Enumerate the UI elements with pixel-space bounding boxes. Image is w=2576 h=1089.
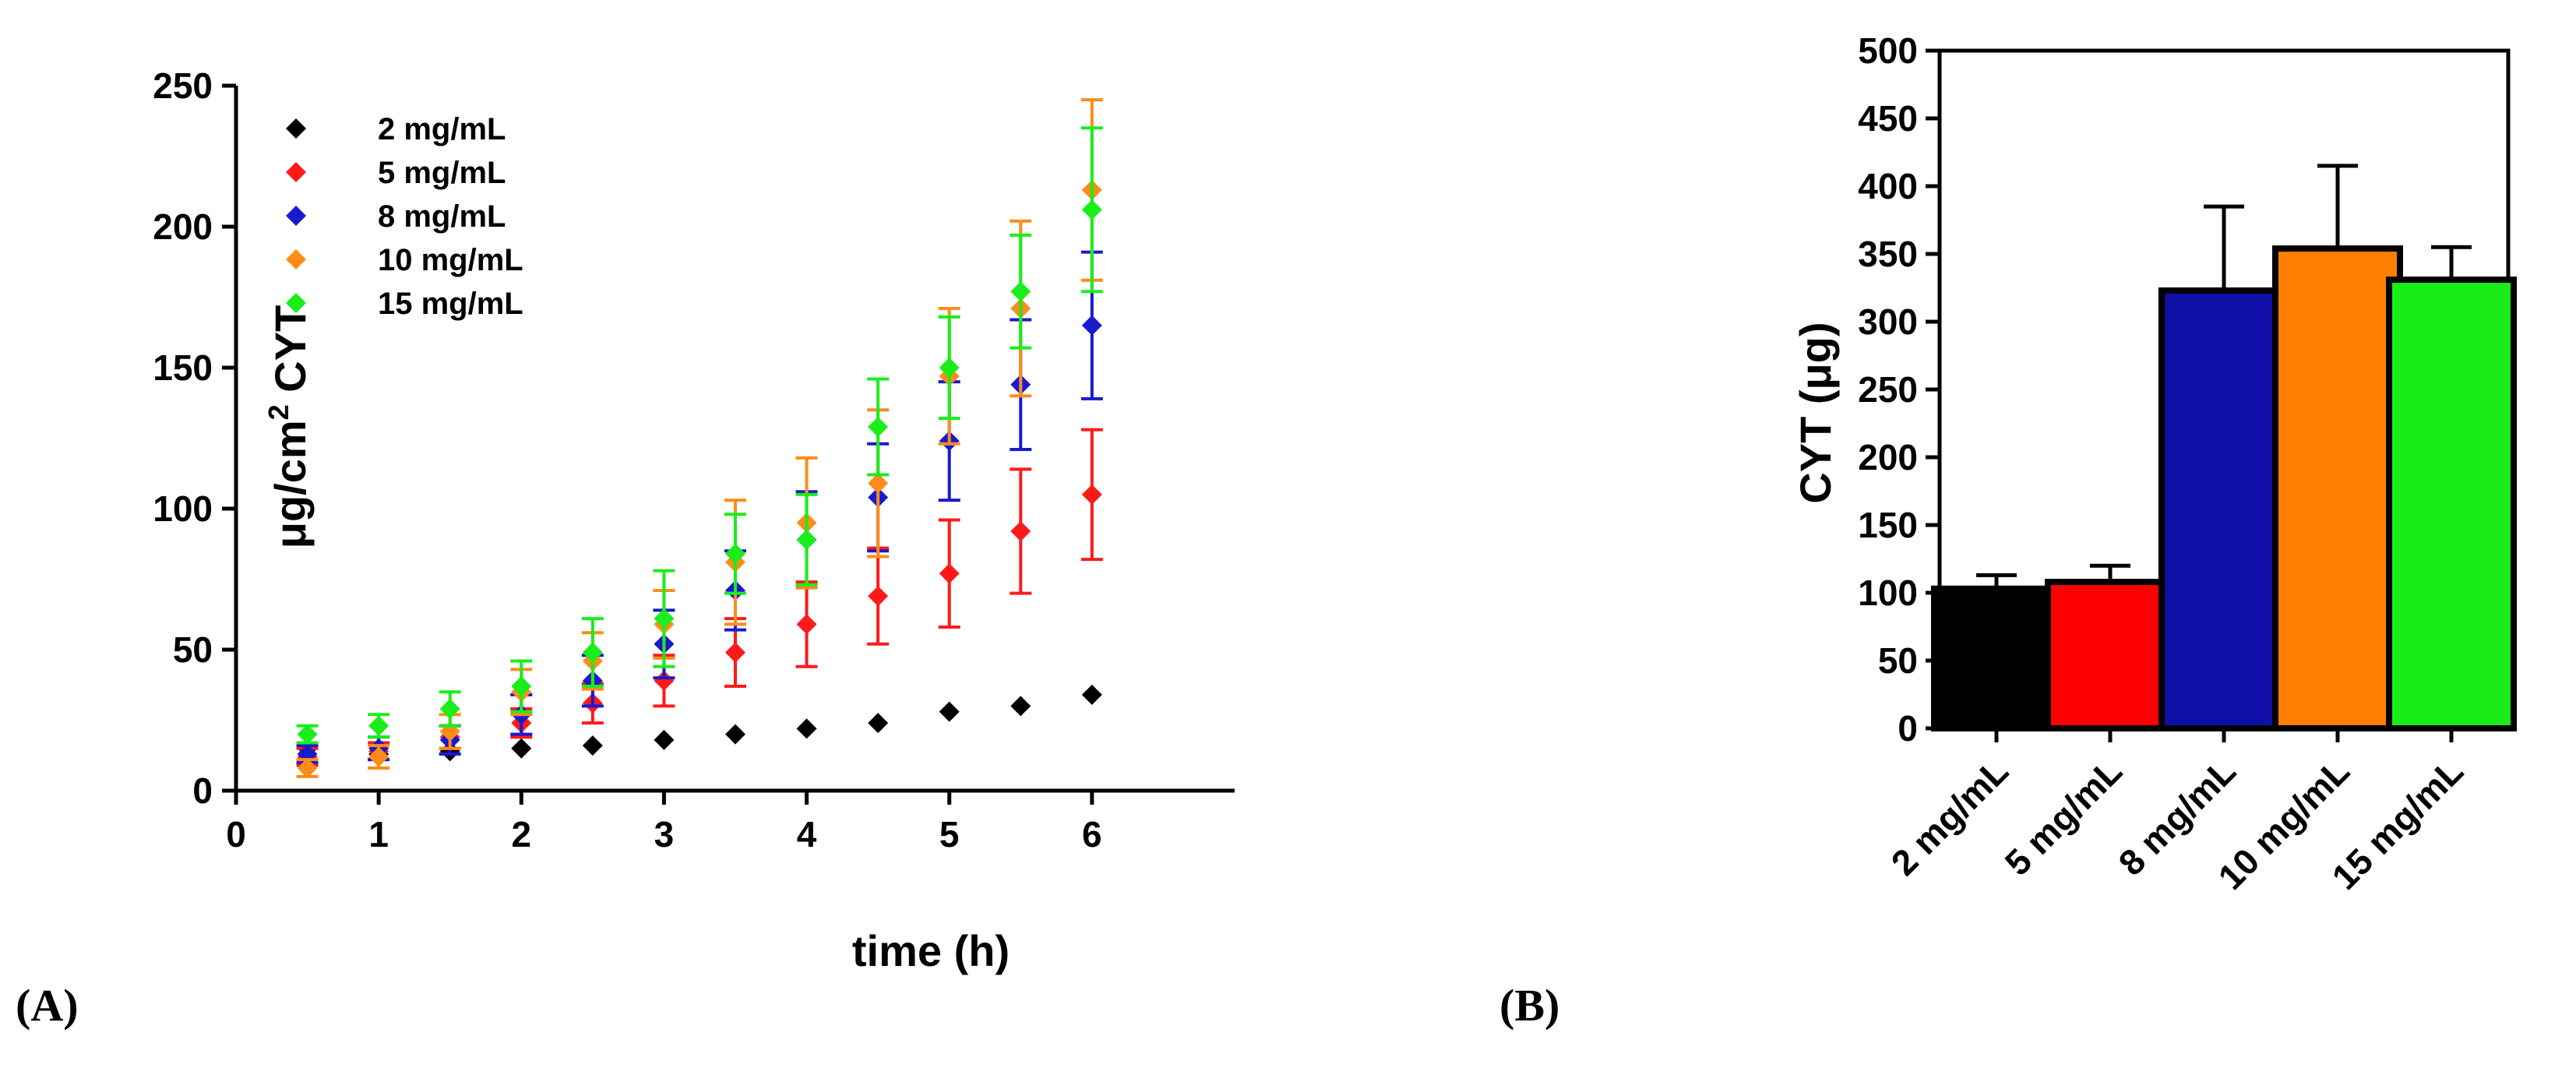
bar-8-mg-ml bbox=[2158, 287, 2289, 732]
data-point bbox=[725, 642, 745, 663]
legend-label: 10 mg/mL bbox=[378, 243, 523, 277]
panel-b-y-tick-label: 0 bbox=[1898, 708, 1918, 749]
bar-5-mg-ml bbox=[2045, 579, 2176, 732]
panel-b-y-tick-label: 350 bbox=[1858, 234, 1918, 274]
legend-label: 2 mg/mL bbox=[378, 112, 506, 146]
series-5-mg-ml bbox=[296, 428, 1103, 767]
data-point bbox=[868, 713, 889, 734]
legend-label: 5 mg/mL bbox=[378, 156, 506, 190]
series-15-mg-ml bbox=[296, 126, 1103, 745]
data-point bbox=[939, 358, 960, 378]
panel-b-y-tick-label: 100 bbox=[1858, 573, 1918, 613]
panel-a-x-tick-label: 6 bbox=[1082, 814, 1102, 855]
data-point bbox=[368, 746, 389, 767]
panel-a-y-tick-label: 0 bbox=[192, 770, 213, 811]
panel-a-y-tick-label: 50 bbox=[173, 629, 213, 670]
panel-b-x-tick-label: 5 mg/mL bbox=[1997, 750, 2130, 883]
data-point bbox=[939, 563, 960, 584]
legend-marker bbox=[286, 206, 306, 226]
data-point bbox=[1081, 199, 1102, 220]
panel-a-y-tick-label: 250 bbox=[153, 65, 213, 106]
panel-b-y-axis-title: CYT (μg) bbox=[1791, 322, 1840, 503]
data-point bbox=[796, 718, 817, 739]
panel-a-x-tick-label: 1 bbox=[368, 814, 389, 855]
panel-a-y-tick-label: 150 bbox=[153, 347, 213, 388]
legend-marker bbox=[286, 249, 306, 270]
legend-marker bbox=[286, 118, 306, 139]
bar-2-mg-ml bbox=[1931, 585, 2062, 732]
panel-b-label: (B) bbox=[1499, 980, 1559, 1031]
data-point bbox=[796, 529, 817, 550]
bar-15-mg-ml bbox=[2386, 277, 2517, 731]
panel-b-bar: 0 50 100 150 200 250 300 350 400 450 500 2 mg/mL5 m… bbox=[1858, 30, 2517, 897]
data-point bbox=[368, 715, 389, 736]
data-point bbox=[582, 735, 603, 756]
data-point bbox=[297, 758, 318, 779]
data-point bbox=[654, 729, 675, 750]
panel-a-y-axis-title: μg/cm2 CYT bbox=[263, 305, 315, 549]
panel-b-y-tick-label: 300 bbox=[1858, 301, 1918, 342]
data-point bbox=[725, 543, 745, 564]
data-point bbox=[297, 724, 318, 745]
panel-a-y-tick-label: 200 bbox=[153, 206, 213, 247]
panel-a-x-tick-label: 2 bbox=[511, 814, 531, 855]
data-point bbox=[582, 642, 603, 663]
data-point bbox=[654, 670, 675, 691]
panel-b-y-tick-label: 250 bbox=[1858, 369, 1918, 410]
panel-b-y-tick-label: 200 bbox=[1858, 437, 1918, 478]
panel-a-y-tick-label: 100 bbox=[153, 488, 213, 529]
panel-a-x-tick-label: 3 bbox=[654, 814, 675, 855]
panel-b-y-tick-label: 150 bbox=[1858, 505, 1918, 545]
data-point bbox=[1081, 684, 1102, 705]
series-8-mg-ml bbox=[296, 250, 1103, 764]
panel-a-x-tick-label: 4 bbox=[797, 814, 817, 855]
data-point bbox=[439, 699, 460, 720]
panel-a-x-tick-label: 5 bbox=[939, 814, 960, 855]
data-point bbox=[1081, 484, 1102, 505]
panel-b-x-tick-label: 2 mg/mL bbox=[1884, 750, 2017, 883]
legend-marker bbox=[286, 162, 306, 182]
data-point bbox=[796, 614, 817, 635]
data-point bbox=[1010, 696, 1031, 717]
panel-a-x-axis-title: time (h) bbox=[852, 926, 1010, 975]
data-point bbox=[868, 586, 889, 607]
data-point bbox=[511, 676, 532, 697]
data-point bbox=[511, 738, 532, 759]
series-2-mg-ml bbox=[297, 684, 1102, 764]
data-point bbox=[1081, 315, 1102, 336]
legend-label: 8 mg/mL bbox=[378, 199, 506, 234]
panel-b-y-tick-label: 450 bbox=[1858, 98, 1918, 139]
data-point bbox=[1010, 281, 1031, 302]
data-point bbox=[868, 473, 889, 494]
data-point bbox=[654, 608, 675, 629]
bar-10-mg-ml bbox=[2272, 245, 2403, 732]
data-point bbox=[725, 724, 745, 745]
panel-a-x-tick-label: 0 bbox=[226, 814, 246, 855]
panel-b-y-tick-label: 50 bbox=[1878, 640, 1918, 681]
data-point bbox=[939, 701, 960, 722]
legend-marker bbox=[286, 293, 306, 313]
panel-b-y-tick-label: 500 bbox=[1858, 30, 1918, 71]
panel-b-y-tick-label: 400 bbox=[1858, 166, 1918, 206]
panel-a-label: (A) bbox=[16, 980, 79, 1031]
data-point bbox=[1010, 520, 1031, 541]
panel-a-scatter: 0 50 100 150 200 250 0 1 2 3 4 5 6 2 mg/mL 5 mg/mL 8 mg… bbox=[153, 65, 1235, 855]
data-point bbox=[868, 417, 889, 438]
legend-label: 15 mg/mL bbox=[378, 287, 523, 321]
